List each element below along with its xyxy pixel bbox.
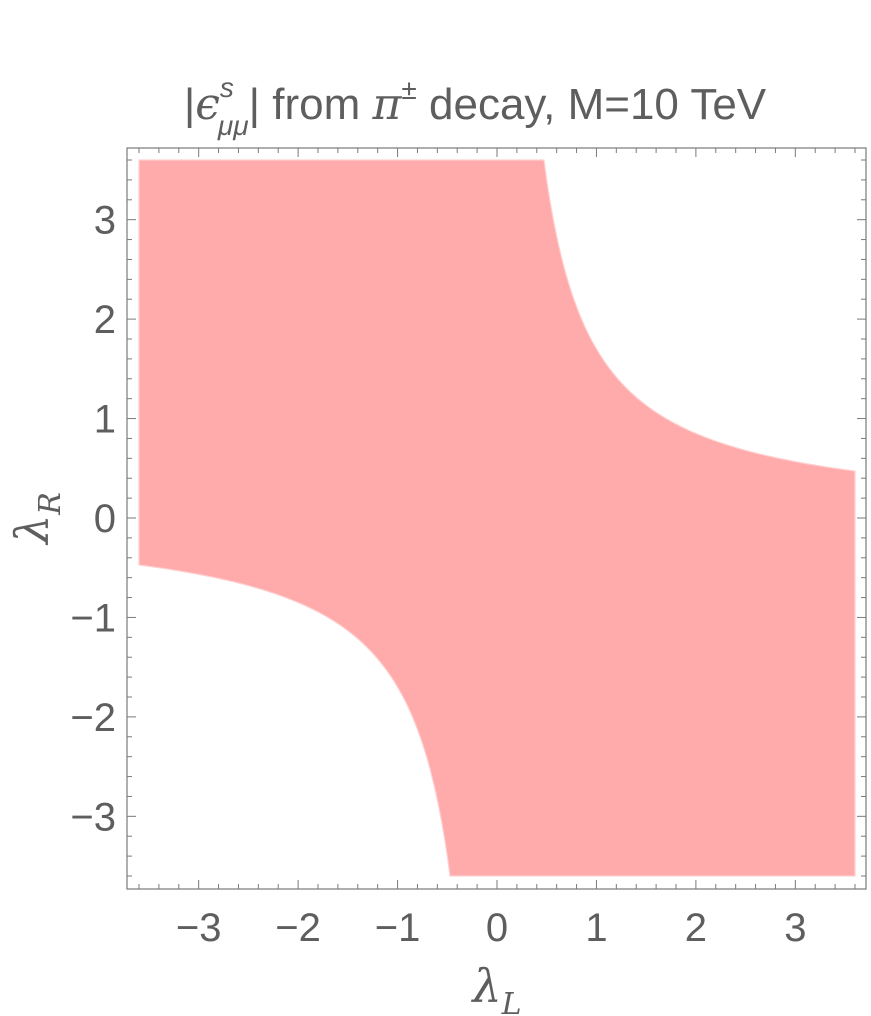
- x-axis-label-symbol: λ: [470, 959, 501, 1013]
- title-pi: π: [372, 79, 403, 130]
- x-tick-label: 1: [585, 906, 607, 950]
- y-tick-label: 2: [94, 298, 116, 342]
- title-bar-left: |: [184, 80, 195, 129]
- title-superscript: s: [220, 72, 234, 103]
- x-tick-label: −2: [275, 906, 321, 950]
- x-tick-label: 2: [685, 906, 707, 950]
- y-tick-label: −2: [70, 696, 116, 740]
- y-axis-label-symbol: λ: [5, 515, 59, 546]
- y-tick-label: −1: [70, 596, 116, 640]
- title-from: from: [260, 80, 372, 129]
- y-tick-label: 1: [94, 398, 116, 442]
- x-axis-label: λL: [470, 959, 521, 1016]
- title-subscript: μμ: [217, 110, 249, 141]
- x-tick-label: −3: [176, 906, 222, 950]
- title-pi-superscript: ±: [401, 74, 416, 105]
- y-axis-label-subscript: R: [33, 492, 68, 516]
- y-tick-label: 0: [94, 497, 116, 541]
- y-axis-label: λR: [5, 492, 68, 546]
- x-axis-label-subscript: L: [501, 987, 522, 1016]
- allowed-region: [138, 159, 856, 877]
- title-epsilon: ϵ: [195, 79, 220, 130]
- y-tick-label: −3: [70, 795, 116, 839]
- title-rest: decay, M=10 TeV: [417, 80, 767, 129]
- chart-title: |ϵs μμ| from π± decay, M=10 TeV: [184, 72, 767, 141]
- y-tick-label: 3: [94, 199, 116, 243]
- x-tick-label: −1: [375, 906, 421, 950]
- x-tick-label: 3: [784, 906, 806, 950]
- plot-area: −3 −2 −1 0 1 2 3 −3 −2 −1 0 1 2 3: [70, 147, 867, 950]
- x-tick-label: 0: [486, 906, 508, 950]
- title-bar-right: |: [249, 80, 260, 129]
